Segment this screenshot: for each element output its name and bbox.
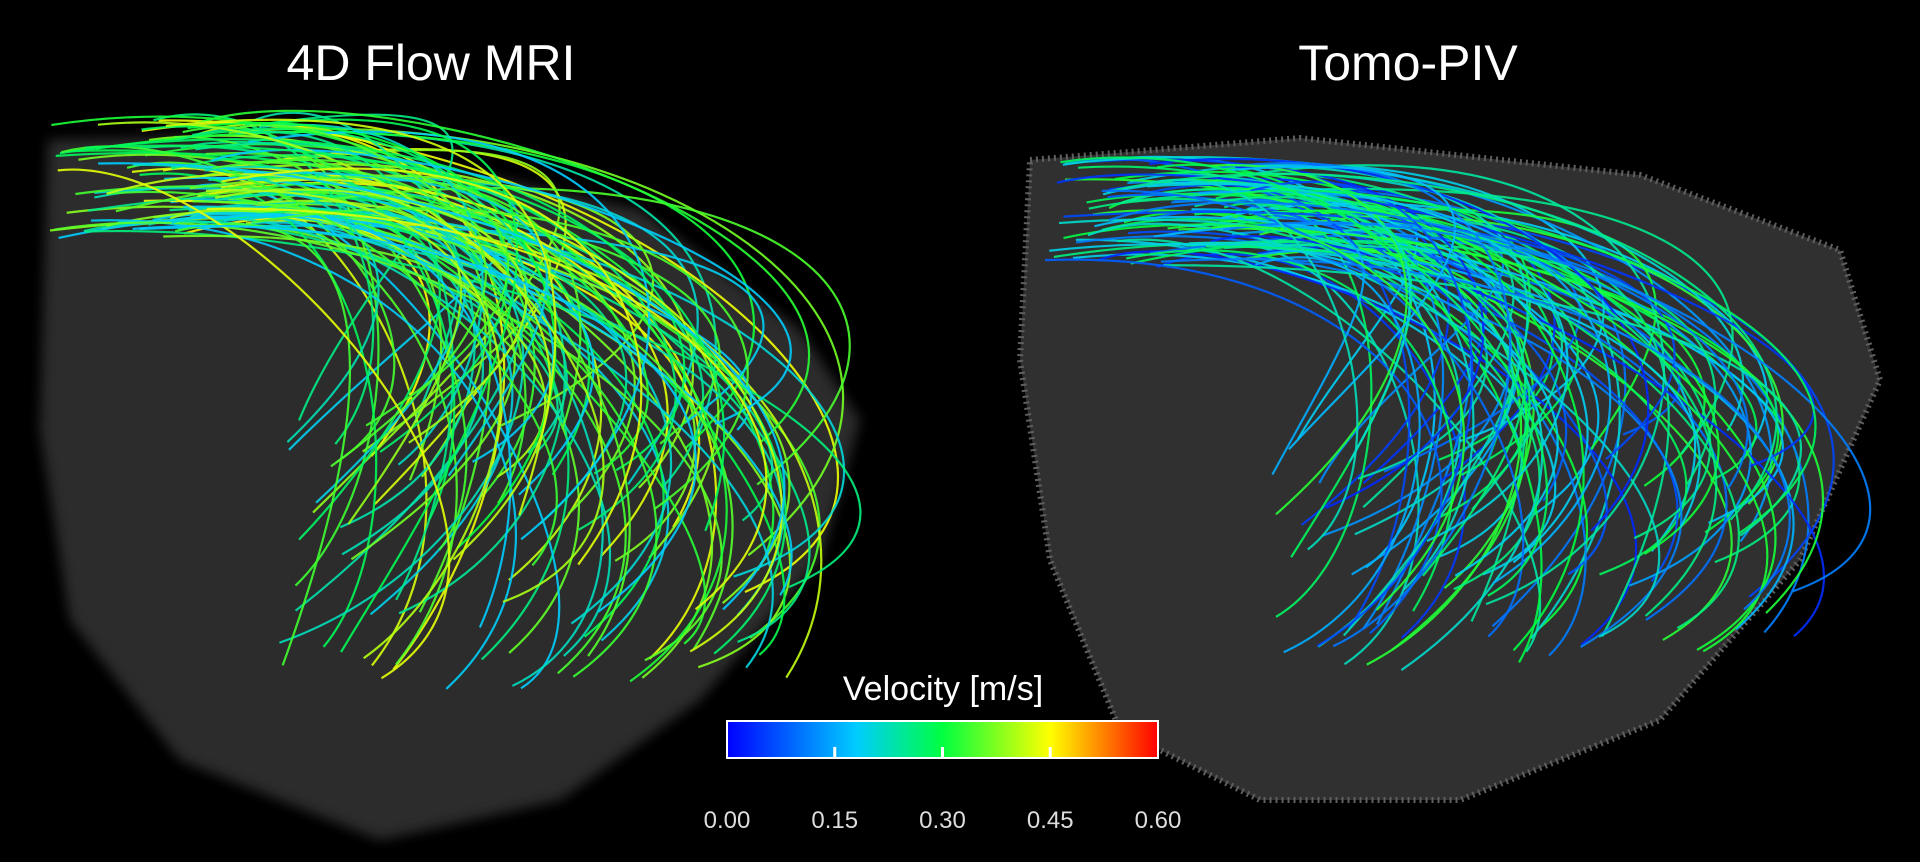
- streamline: [97, 121, 605, 603]
- streamline: [248, 130, 651, 541]
- streamline: [195, 109, 811, 445]
- streamline: [195, 142, 566, 615]
- streamline: [227, 209, 441, 541]
- streamline: [252, 207, 749, 511]
- streamline: [163, 234, 516, 561]
- streamline: [1049, 243, 1701, 528]
- streamline: [1250, 181, 1474, 648]
- streamline: [258, 199, 463, 525]
- streamline: [1254, 256, 1421, 654]
- streamline: [212, 158, 510, 427]
- streamline: [187, 121, 557, 549]
- streamline: [1156, 253, 1466, 639]
- streamline: [214, 188, 527, 444]
- tick-label: 0.45: [1027, 807, 1074, 834]
- streamline: [1238, 249, 1535, 589]
- streamline: [1215, 189, 1817, 535]
- tick-label: 0.30: [919, 807, 966, 834]
- streamline: [98, 162, 786, 611]
- streamline: [61, 145, 558, 567]
- streamline: [1156, 163, 1543, 664]
- streamline: [1092, 209, 1733, 641]
- streamline: [54, 221, 723, 662]
- streamline: [1194, 196, 1718, 617]
- streamline: [171, 212, 774, 669]
- streamline: [1248, 209, 1670, 637]
- streamlines: [49, 109, 1872, 690]
- tick-label: 0.00: [704, 807, 751, 834]
- streamline: [1211, 224, 1465, 611]
- streamline: [85, 144, 726, 532]
- streamline: [204, 165, 604, 687]
- streamline: [133, 163, 380, 443]
- streamline: [1101, 189, 1525, 638]
- streamline: [158, 119, 839, 593]
- streamline: [174, 135, 468, 551]
- streamline: [1205, 245, 1527, 577]
- streamline: [1114, 170, 1585, 652]
- streamline: [84, 229, 862, 588]
- streamline: [1225, 165, 1456, 451]
- streamline: [115, 175, 582, 430]
- streamline: [165, 118, 557, 516]
- streamline: [261, 118, 519, 653]
- streamline: [1241, 164, 1666, 606]
- streamline: [221, 167, 643, 566]
- tick-label: 0.60: [1135, 807, 1182, 834]
- streamline: [1087, 222, 1661, 638]
- streamline: [205, 189, 502, 660]
- panel-title: 4D Flow MRI: [287, 35, 576, 91]
- streamline: [57, 168, 451, 680]
- streamline: [164, 176, 555, 463]
- panel-title: Tomo-PIV: [1298, 35, 1518, 91]
- streamline: [1209, 164, 1408, 516]
- streamline: [1060, 156, 1549, 597]
- streamline: [1044, 258, 1443, 635]
- streamline: [205, 152, 527, 504]
- streamline: [1198, 190, 1612, 585]
- streamline: [1258, 214, 1784, 505]
- colorbar-ticks: 0.00 0.15 0.30 0.45 0.60: [704, 747, 1182, 834]
- streamline: [1149, 234, 1581, 473]
- streamline: [1214, 162, 1512, 648]
- streamline: [234, 124, 631, 657]
- streamline: [1108, 201, 1749, 490]
- tick-label: 0.15: [811, 807, 858, 834]
- streamline: [105, 209, 791, 604]
- colorbar-title: Velocity [m/s]: [843, 670, 1043, 708]
- streamline: [1236, 257, 1683, 648]
- streamline: [1130, 187, 1734, 455]
- streamline: [1106, 172, 1778, 521]
- streamline: [1149, 178, 1359, 551]
- streamline: [1210, 235, 1826, 638]
- streamline: [138, 145, 570, 661]
- streamline: [90, 219, 518, 690]
- streamline: [1223, 221, 1872, 593]
- streamline: [206, 207, 768, 611]
- streamline: [1218, 180, 1445, 630]
- streamline: [213, 213, 512, 628]
- streamline: [1163, 264, 1802, 537]
- streamline: [132, 224, 697, 613]
